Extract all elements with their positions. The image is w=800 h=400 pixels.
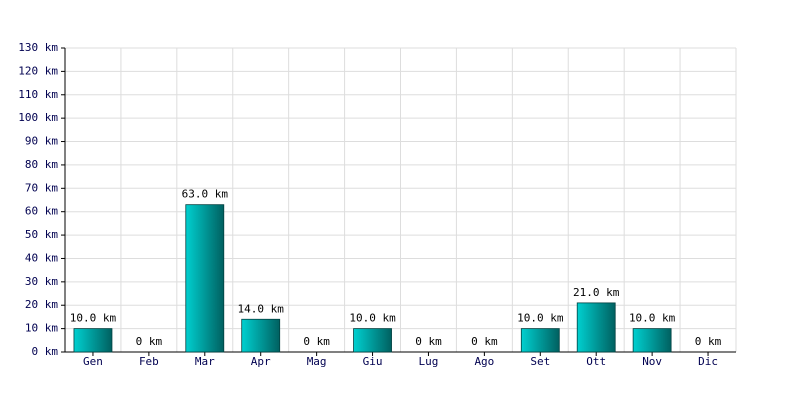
y-tick-label: 20 km bbox=[25, 298, 58, 311]
y-tick-label: 60 km bbox=[25, 205, 58, 218]
bar bbox=[576, 302, 616, 353]
y-tick-label: 30 km bbox=[25, 275, 58, 288]
x-tick-label: Dic bbox=[698, 355, 718, 368]
y-tick-label: 110 km bbox=[18, 88, 58, 101]
x-tick-label: Giu bbox=[363, 355, 383, 368]
x-tick-label: Set bbox=[530, 355, 550, 368]
y-tick-label: 10 km bbox=[25, 322, 58, 335]
x-tick-label: Nov bbox=[642, 355, 662, 368]
y-tick-label: 100 km bbox=[18, 111, 58, 124]
value-label: 0 km bbox=[136, 335, 163, 348]
value-label: 10.0 km bbox=[349, 312, 396, 325]
bar bbox=[185, 204, 225, 353]
value-label: 63.0 km bbox=[182, 188, 229, 201]
x-tick-label: Gen bbox=[83, 355, 103, 368]
y-tick-label: 130 km bbox=[18, 41, 58, 54]
x-tick-label: Mag bbox=[307, 355, 327, 368]
y-tick-label: 120 km bbox=[18, 64, 58, 77]
value-label: 14.0 km bbox=[238, 302, 285, 315]
bar bbox=[73, 328, 113, 353]
x-tick-label: Lug bbox=[419, 355, 439, 368]
value-label: 0 km bbox=[471, 335, 498, 348]
x-tick-label: Mar bbox=[195, 355, 215, 368]
y-tick-label: 80 km bbox=[25, 158, 58, 171]
bar bbox=[632, 328, 672, 353]
x-tick-label: Ott bbox=[586, 355, 606, 368]
y-tick-label: 90 km bbox=[25, 135, 58, 148]
x-tick-label: Feb bbox=[139, 355, 159, 368]
x-tick-label: Ago bbox=[474, 355, 494, 368]
value-label: 0 km bbox=[303, 335, 330, 348]
value-label: 0 km bbox=[415, 335, 442, 348]
bar bbox=[241, 318, 281, 353]
x-tick-label: Apr bbox=[251, 355, 271, 368]
value-label: 21.0 km bbox=[573, 286, 620, 299]
value-label: 10.0 km bbox=[70, 312, 117, 325]
y-tick-label: 40 km bbox=[25, 251, 58, 264]
bar bbox=[520, 328, 560, 353]
value-label: 10.0 km bbox=[629, 312, 676, 325]
y-tick-label: 70 km bbox=[25, 181, 58, 194]
value-label: 0 km bbox=[695, 335, 722, 348]
value-label: 10.0 km bbox=[517, 312, 564, 325]
y-tick-label: 0 km bbox=[32, 345, 59, 358]
y-tick-label: 50 km bbox=[25, 228, 58, 241]
bar bbox=[353, 328, 392, 353]
